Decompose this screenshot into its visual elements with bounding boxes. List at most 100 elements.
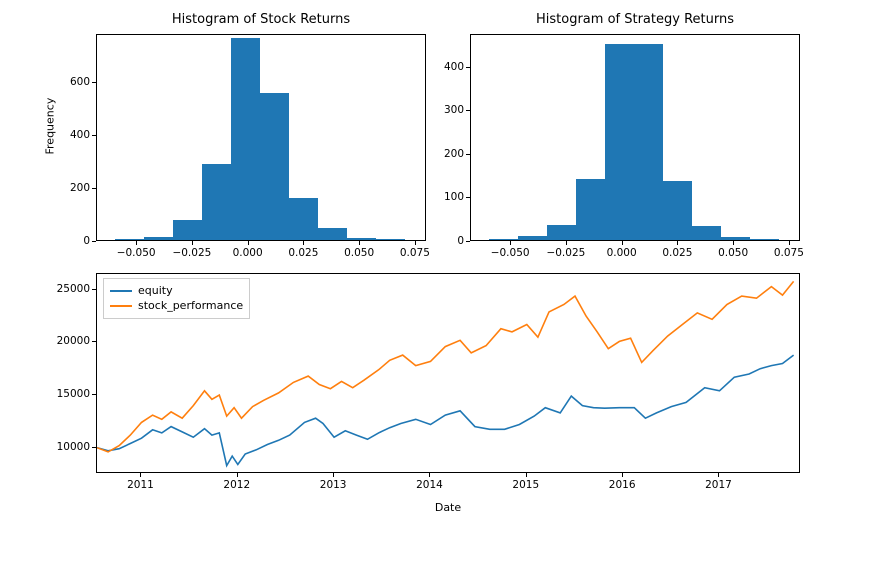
xtick-mark	[677, 241, 678, 245]
histogram-bar	[721, 237, 750, 240]
ytick-mark	[92, 135, 96, 136]
histogram-bar	[144, 237, 173, 240]
histogram-bar	[692, 226, 721, 240]
xtick-label: 0.075	[774, 247, 804, 259]
legend-swatch	[110, 290, 132, 292]
perf-panel: equitystock_performance	[96, 273, 800, 473]
xtick-label: 0.000	[233, 247, 263, 259]
histogram-bar	[663, 181, 692, 240]
xtick-mark	[237, 473, 238, 477]
ytick-label: 25000	[50, 283, 90, 295]
histogram-bar	[202, 164, 231, 240]
ytick-label: 0	[60, 235, 90, 247]
ytick-label: 10000	[50, 441, 90, 453]
xtick-label: 2014	[416, 479, 443, 491]
xtick-mark	[566, 241, 567, 245]
histogram-bar	[547, 225, 576, 240]
histogram-bar	[289, 198, 318, 240]
xtick-mark	[789, 241, 790, 245]
xtick-mark	[248, 241, 249, 245]
histogram-bar	[489, 239, 518, 240]
xtick-mark	[192, 241, 193, 245]
xtick-mark	[510, 241, 511, 245]
ytick-mark	[92, 289, 96, 290]
xtick-label: −0.025	[546, 247, 585, 259]
legend-swatch	[110, 305, 132, 307]
xtick-label: 0.025	[288, 247, 318, 259]
xtick-label: 2017	[705, 479, 732, 491]
xtick-mark	[136, 241, 137, 245]
xtick-label: 2011	[127, 479, 154, 491]
ytick-mark	[466, 197, 470, 198]
xtick-label: 0.025	[662, 247, 692, 259]
ytick-label: 200	[434, 148, 464, 160]
ytick-mark	[466, 110, 470, 111]
ytick-label: 600	[60, 76, 90, 88]
ytick-label: 200	[60, 182, 90, 194]
xtick-label: 2012	[223, 479, 250, 491]
figure: Histogram of Stock Returns Frequency His…	[0, 0, 869, 573]
xtick-mark	[415, 241, 416, 245]
ytick-mark	[466, 67, 470, 68]
histogram-bar	[318, 228, 347, 240]
ytick-mark	[92, 188, 96, 189]
xtick-mark	[526, 473, 527, 477]
legend-label: equity	[138, 283, 173, 298]
histogram-bar	[115, 239, 144, 240]
xtick-mark	[718, 473, 719, 477]
histogram-bar	[518, 236, 547, 240]
ytick-label: 20000	[50, 335, 90, 347]
xtick-label: 0.050	[718, 247, 748, 259]
xtick-label: 0.000	[607, 247, 637, 259]
ytick-label: 400	[60, 129, 90, 141]
hist-strategy-title: Histogram of Strategy Returns	[470, 12, 800, 27]
histogram-bar	[260, 93, 289, 240]
xtick-mark	[429, 473, 430, 477]
ytick-mark	[92, 241, 96, 242]
histogram-bar	[173, 220, 202, 240]
xtick-mark	[140, 473, 141, 477]
perf-legend: equitystock_performance	[103, 278, 250, 319]
hist-stock-title: Histogram of Stock Returns	[96, 12, 426, 27]
xtick-label: 0.050	[344, 247, 374, 259]
xtick-mark	[622, 241, 623, 245]
histogram-bar	[347, 238, 376, 240]
xtick-mark	[733, 241, 734, 245]
histogram-bar	[605, 44, 634, 240]
legend-label: stock_performance	[138, 298, 243, 313]
ytick-label: 100	[434, 191, 464, 203]
ytick-mark	[92, 447, 96, 448]
xtick-mark	[359, 241, 360, 245]
ytick-mark	[466, 154, 470, 155]
hist-stock-ylabel: Frequency	[44, 115, 57, 155]
legend-item: stock_performance	[110, 298, 243, 313]
legend-item: equity	[110, 283, 243, 298]
xtick-label: 2015	[512, 479, 539, 491]
xtick-label: −0.050	[491, 247, 530, 259]
xtick-label: −0.025	[172, 247, 211, 259]
ytick-mark	[466, 241, 470, 242]
ytick-mark	[92, 341, 96, 342]
xtick-mark	[333, 473, 334, 477]
series-equity	[97, 355, 794, 466]
ytick-mark	[92, 394, 96, 395]
histogram-bar	[376, 239, 405, 240]
xtick-label: 2016	[609, 479, 636, 491]
xtick-label: 2013	[320, 479, 347, 491]
histogram-bar	[750, 239, 779, 240]
ytick-mark	[92, 82, 96, 83]
xtick-label: 0.075	[400, 247, 430, 259]
histogram-bar	[231, 38, 260, 240]
xtick-mark	[622, 473, 623, 477]
ytick-label: 400	[434, 61, 464, 73]
xtick-mark	[303, 241, 304, 245]
ytick-label: 300	[434, 104, 464, 116]
histogram-bar	[634, 44, 663, 240]
ytick-label: 15000	[50, 388, 90, 400]
hist-strategy-panel	[470, 34, 800, 241]
histogram-bar	[576, 179, 605, 240]
hist-stock-panel	[96, 34, 426, 241]
ytick-label: 0	[434, 235, 464, 247]
xtick-label: −0.050	[117, 247, 156, 259]
perf-xlabel: Date	[96, 501, 800, 514]
